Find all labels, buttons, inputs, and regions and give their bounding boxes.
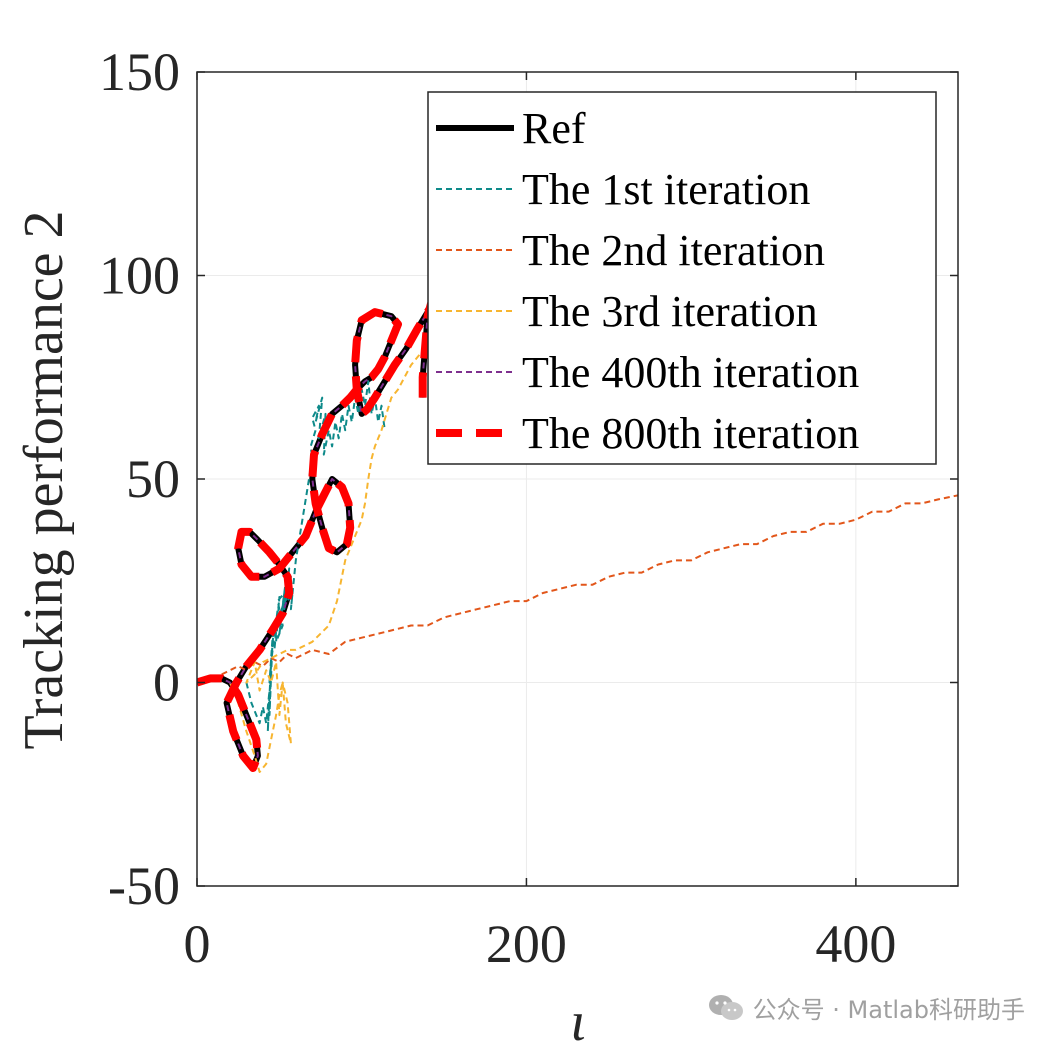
series-line-2 [245,380,386,733]
legend-label-5: The 400th iteration [522,348,859,397]
wechat-icon [708,994,743,1020]
x-axis-label: ι [570,991,586,1052]
series-line-4 [228,348,426,773]
y-tick-label: 0 [153,653,180,713]
legend-label-1: Ref [522,104,586,153]
axes-layer [196,71,959,887]
legend: Ref The 1st iteration The 2nd iteration The… [427,91,937,465]
x-tick-label: 0 [184,914,211,974]
y-tick-label: 50 [126,449,180,509]
x-tick-label: 200 [486,914,567,974]
x-tick-label: 400 [815,914,896,974]
series-line-6 [197,300,437,772]
y-tick-label: 100 [99,246,180,306]
watermark-text: 公众号 · Matlab科研助手 [752,996,1025,1024]
legend-label-2: The 1st iteration [522,165,810,214]
legend-box [427,91,937,465]
series-layer [197,300,958,773]
y-axis-label: Tracking performance 2 [13,210,75,749]
legend-label-3: The 2nd iteration [522,226,825,275]
y-tick-label: 150 [99,42,180,102]
series-line-3 [221,494,958,676]
legend-label-4: The 3rd iteration [522,287,818,336]
legend-label-6: The 800th iteration [522,409,859,458]
y-tick-label: -50 [108,856,180,916]
watermark: 公众号 · Matlab科研助手 [707,990,1025,1025]
